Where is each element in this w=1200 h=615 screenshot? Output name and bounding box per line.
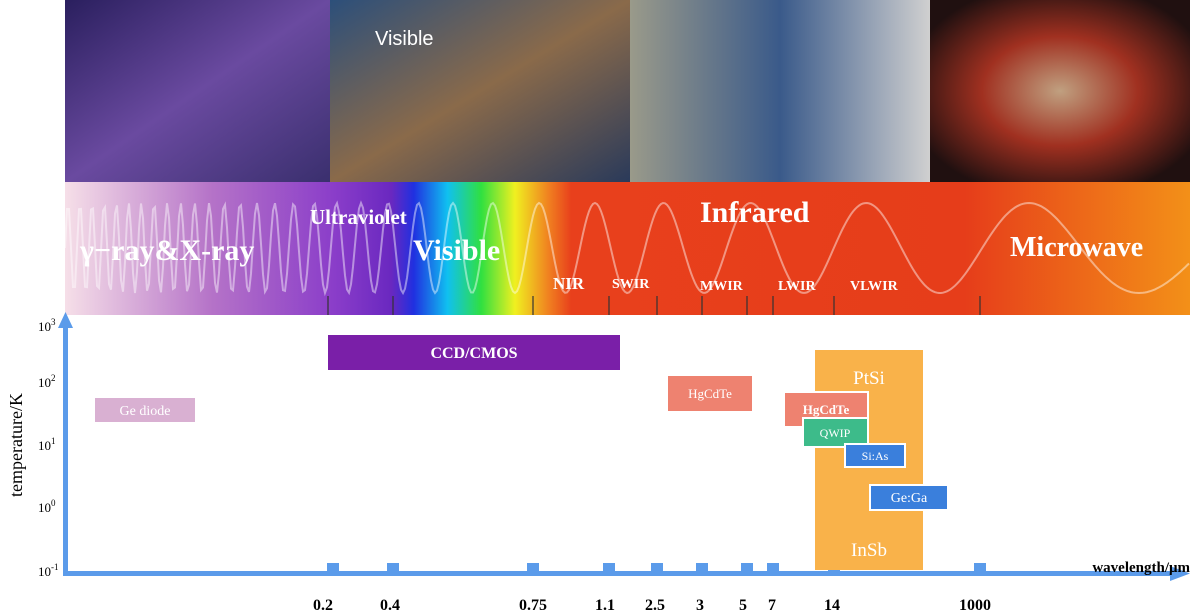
detector-label: InSb (851, 540, 887, 561)
detector-label: HgCdTe (688, 386, 732, 401)
detector-label: CCD/CMOS (430, 345, 517, 362)
image-visible (330, 0, 630, 182)
detector-box (328, 335, 620, 370)
subband-label: SWIR (612, 277, 650, 292)
y-tick-label: 101 (38, 436, 56, 453)
tick-exponent: -1 (51, 562, 59, 572)
band-separators (327, 296, 981, 315)
tick-exponent: 1 (51, 436, 56, 446)
x-tick-label: 2.5 (645, 597, 665, 614)
detector-box (802, 417, 869, 448)
tick-base: 10 (38, 375, 51, 390)
spectrum-band (65, 182, 1190, 315)
band-label: Microwave (1010, 232, 1143, 263)
detector-label: Si:As (862, 449, 889, 463)
subband-label: NIR (553, 274, 585, 293)
x-tick-label: 0.75 (519, 597, 547, 614)
detector-label: QWIP (820, 426, 851, 440)
detector-box (844, 443, 906, 468)
subband-label: VLWIR (850, 279, 899, 294)
detector-box (668, 376, 752, 411)
subband-label: MWIR (700, 279, 744, 294)
y-tick-label: 103 (38, 317, 56, 334)
tick-base: 10 (38, 500, 51, 515)
band-label: Ultraviolet (310, 205, 407, 229)
tick-exponent: 0 (51, 498, 56, 508)
detector-label: Ge diode (120, 404, 171, 419)
detector-box (869, 484, 949, 511)
detector-label: PtSi (853, 368, 885, 389)
x-tick-label: 14 (824, 597, 840, 614)
x-tick-label: 1000 (959, 597, 991, 614)
x-tick-label: 0.2 (313, 597, 333, 614)
y-tick-label: 100 (38, 498, 56, 515)
image-caption: Visible (375, 28, 434, 50)
y-axis-label: temperature/K (6, 393, 26, 497)
axes (58, 312, 1190, 581)
x-tick-label: 5 (739, 597, 747, 614)
x-tick-label: 7 (768, 597, 776, 614)
detector-box (95, 398, 195, 422)
x-tick-label: 1.1 (595, 597, 615, 614)
detector-label: HgCdTe (803, 402, 850, 417)
tick-base: 10 (38, 564, 51, 579)
x-tick-label: 3 (696, 597, 704, 614)
wave (64, 200, 1190, 297)
subband-label: LWIR (778, 279, 817, 294)
band-label: γ−ray&X-ray (79, 234, 254, 267)
tick-base: 10 (38, 438, 51, 453)
tick-exponent: 2 (51, 373, 56, 383)
detector-label: Ge:Ga (891, 491, 928, 506)
y-tick-label: 10-1 (38, 562, 59, 579)
x-axis-label: wavelength/μm (1092, 560, 1190, 576)
tick-exponent: 3 (51, 317, 56, 327)
image-microwave (930, 0, 1190, 182)
y-tick-label: 102 (38, 373, 56, 390)
image-gamma (65, 0, 330, 182)
band-label: Infrared (700, 196, 810, 229)
x-tick-label: 0.4 (380, 597, 400, 614)
image-infrared (630, 0, 930, 182)
tick-base: 10 (38, 319, 51, 334)
band-label: Visible (413, 234, 500, 267)
